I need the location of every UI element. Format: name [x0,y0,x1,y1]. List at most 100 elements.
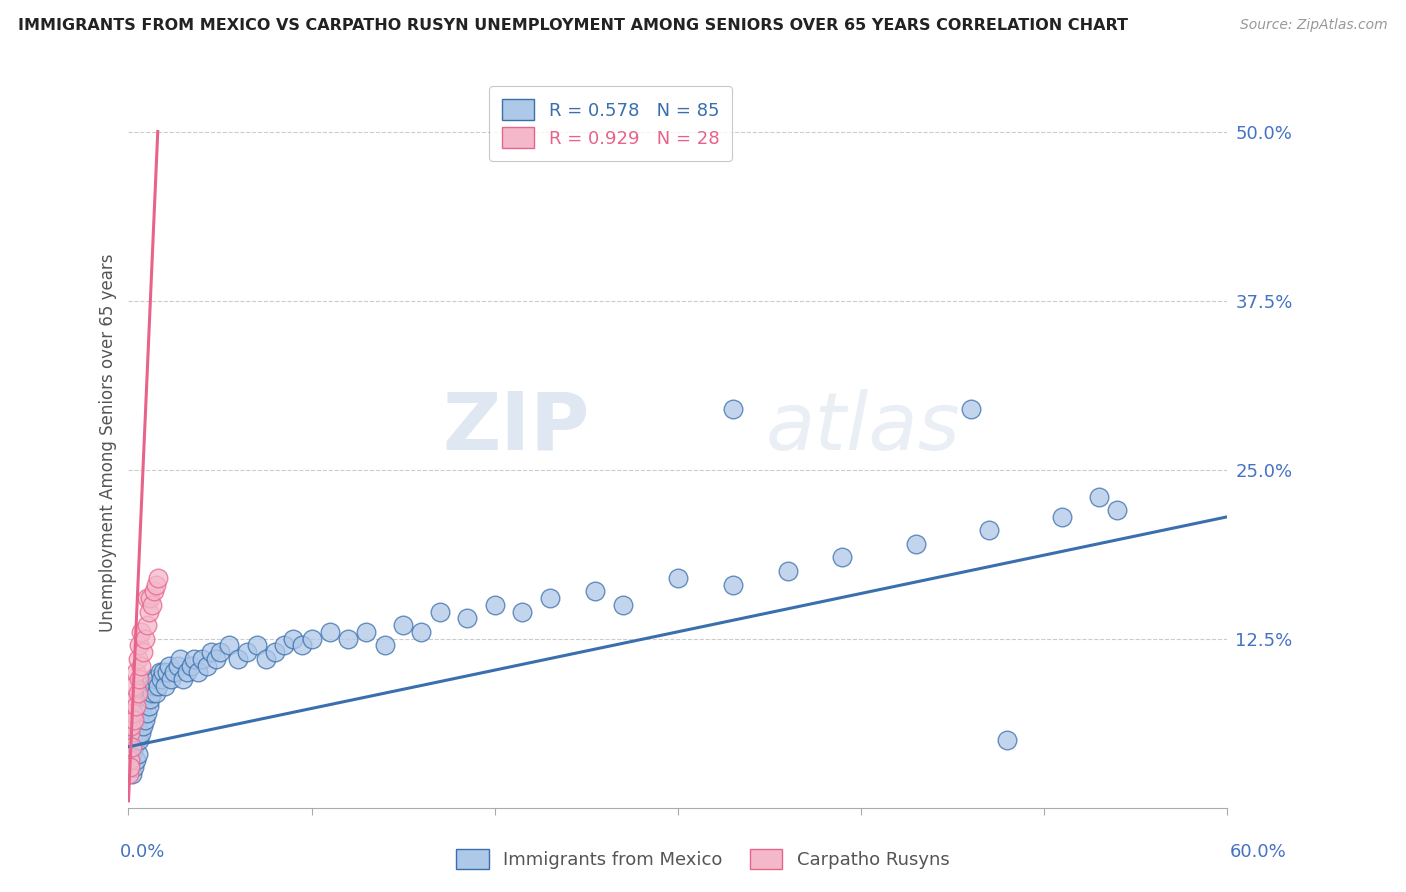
Point [127,747,149,761]
Point [167,658,190,673]
Point [176,665,198,680]
Point [122,726,145,740]
Point [138,679,160,693]
Legend: R = 0.578   N = 85, R = 0.929   N = 28: R = 0.578 N = 85, R = 0.929 N = 28 [489,87,733,161]
Point [510,605,533,619]
Point [145,672,167,686]
Point [118,753,141,767]
Point [172,672,194,686]
Point [143,679,166,693]
Point [129,726,152,740]
Point [121,767,143,781]
Point [128,672,150,686]
Text: 60.0%: 60.0% [1230,843,1286,861]
Point [429,605,451,619]
Point [246,638,269,652]
Point [139,692,162,706]
Point [283,632,305,646]
Point [127,652,149,666]
Point [135,686,157,700]
Point [1087,490,1109,504]
Point [226,652,249,666]
Point [831,550,853,565]
Point [125,699,148,714]
Point [141,672,163,686]
Point [1050,509,1073,524]
Point [301,632,323,646]
Point [200,645,222,659]
Text: ZIP: ZIP [443,389,589,467]
Point [180,658,202,673]
Point [149,665,172,680]
Point [264,645,287,659]
Point [128,638,150,652]
Point [374,638,396,652]
Point [129,624,152,639]
Point [138,605,160,619]
Point [1105,503,1128,517]
Point [190,652,212,666]
Point [125,733,148,747]
Point [236,645,259,659]
Point [538,591,561,605]
Text: 0.0%: 0.0% [120,843,165,861]
Point [120,726,142,740]
Point [129,706,152,720]
Point [132,699,155,714]
Point [392,618,415,632]
Point [121,747,143,761]
Point [152,665,174,680]
Point [411,624,433,639]
Point [356,624,378,639]
Point [254,652,277,666]
Point [122,713,145,727]
Text: Source: ZipAtlas.com: Source: ZipAtlas.com [1240,18,1388,32]
Point [904,537,927,551]
Point [145,577,167,591]
Point [146,571,169,585]
Text: IMMIGRANTS FROM MEXICO VS CARPATHO RUSYN UNEMPLOYMENT AMONG SENIORS OVER 65 YEAR: IMMIGRANTS FROM MEXICO VS CARPATHO RUSYN… [18,18,1128,33]
Point [145,686,167,700]
Point [120,760,142,774]
Point [127,713,149,727]
Legend: Immigrants from Mexico, Carpatho Rusyns: Immigrants from Mexico, Carpatho Rusyns [447,839,959,879]
Point [141,598,163,612]
Point [132,719,155,733]
Point [195,658,218,673]
Point [183,652,205,666]
Point [666,571,689,585]
Point [125,753,148,767]
Point [132,645,155,659]
Text: atlas: atlas [765,389,960,467]
Point [169,652,191,666]
Point [977,524,1000,538]
Point [143,584,166,599]
Point [153,679,176,693]
Point [319,624,342,639]
Point [959,401,981,416]
Point [127,726,149,740]
Point [157,658,180,673]
Y-axis label: Unemployment Among Seniors over 65 years: Unemployment Among Seniors over 65 years [100,253,117,632]
Point [121,692,143,706]
Point [138,699,160,714]
Point [208,645,231,659]
Point [337,632,360,646]
Point [141,686,163,700]
Point [135,706,157,720]
Point [776,564,799,578]
Point [995,733,1018,747]
Point [122,760,145,774]
Point [127,686,149,700]
Point [205,652,228,666]
Point [135,618,157,632]
Point [134,632,156,646]
Point [118,767,141,781]
Point [163,665,186,680]
Point [120,719,142,733]
Point [583,584,606,599]
Point [122,706,145,720]
Point [129,658,152,673]
Point [187,665,209,680]
Point [159,672,181,686]
